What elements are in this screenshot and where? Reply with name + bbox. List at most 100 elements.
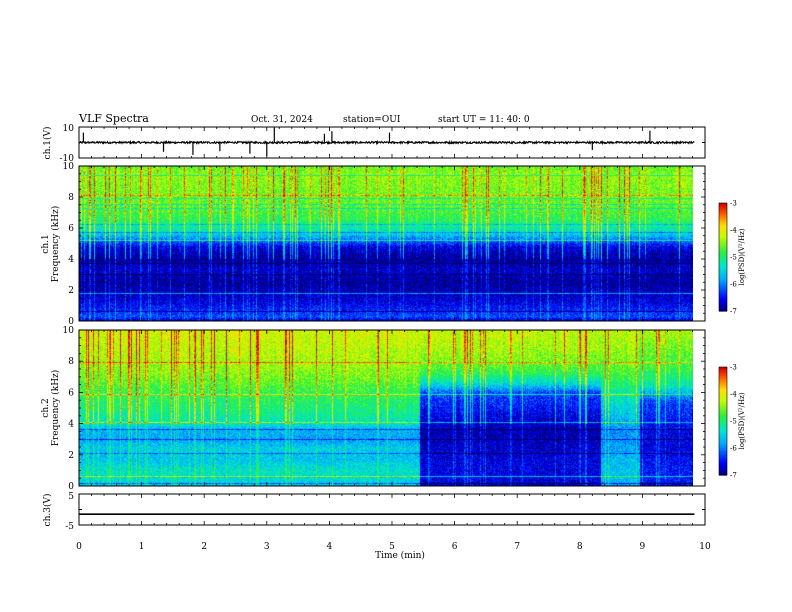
ch2-colorbar-cell [719, 399, 727, 402]
ch1-colorbar-tick: -5 [730, 254, 737, 262]
ch2-colorbar-cell [719, 453, 727, 456]
time-axis-title: Time (min) [375, 550, 425, 561]
ch1-waveform-line [78, 139, 695, 146]
ch3-ytick-bottom: -5 [65, 522, 74, 532]
ch2-frequency-label: Frequency (kHz) [50, 370, 61, 447]
ch2-colorbar-label: log(PSD)(V²/Hz) [738, 392, 746, 449]
ch2-colorbar-cell [719, 440, 727, 444]
ch1-spectrogram-yticks: 0 2 4 6 8 10 [63, 162, 705, 327]
ch1-frequency-label: Frequency (kHz) [50, 206, 61, 283]
ch1-colorbar-cell [719, 287, 727, 290]
ch2-colorbar-cell [719, 430, 727, 433]
ch2-colorbar-cell [719, 404, 727, 408]
ch2-colorbar-frame [718, 366, 728, 476]
ch2-spectrogram-ytick-label: 8 [68, 357, 74, 367]
ch1-colorbar-cell [719, 289, 727, 292]
ch2-colorbar-cell [719, 458, 727, 462]
ch1-spectrogram-ytick-label: 4 [68, 255, 74, 265]
ch1-colorbar-cell [719, 226, 727, 229]
ch1-colorbar-cell [719, 291, 727, 294]
ch2-colorbar-cell [719, 392, 727, 395]
ch1-colorbar-label: log(PSD)(V²/Hz) [738, 228, 746, 285]
ch1-colorbar-cell [719, 303, 727, 307]
ch2-colorbar-tick: -5 [730, 418, 737, 426]
ch2-colorbar-cell [719, 442, 727, 445]
ch1-colorbar-cell [719, 203, 727, 206]
ch1-colorbar-cell [719, 224, 727, 227]
ch2-colorbar-cell [719, 421, 727, 424]
time-tick-label: 2 [201, 542, 207, 552]
ch1-colorbar-cell [719, 285, 727, 289]
ch1-colorbar-cell [719, 276, 727, 280]
ch1-colorbar-cell [719, 305, 727, 308]
ch2-spectrogram-ytick-label: 2 [68, 451, 74, 461]
ch1-waveform-trace [78, 126, 705, 159]
ch2-colorbar-cell [719, 457, 727, 460]
ch1-colorbar-cell [719, 246, 727, 249]
ch2-colorbar-cell [719, 419, 727, 422]
ch2-spectrogram-ytick-label: 0 [68, 482, 74, 492]
station-label: station=OUI [343, 115, 401, 125]
ch2-colorbar-cell [719, 439, 727, 442]
ch1-colorbar-cell [719, 253, 727, 256]
ch2-colorbar-cell [719, 397, 727, 400]
ch1-colorbar-cell [719, 275, 727, 278]
ch2-colorbar-cell [719, 449, 727, 453]
ch1-colorbar-cell [719, 307, 727, 310]
ch2-spectrogram-panel: 0 2 4 6 8 10 ch.2 Frequency (kHz) -3 -4 -5 -6 -7 l… [41, 326, 746, 492]
ch2-colorbar-cell [719, 415, 727, 418]
ch2-colorbar-cell [719, 401, 727, 404]
ch1-colorbar-cell [719, 269, 727, 272]
ch1-colorbar-cell [719, 244, 727, 247]
ch1-colorbar-tick: -3 [730, 200, 737, 208]
start-time-label: start UT = 11: 40: 0 [438, 115, 530, 125]
ch1-spectrogram-ytick-label: 0 [68, 317, 74, 327]
ch1-colorbar-cell [719, 206, 727, 209]
ch2-colorbar-cell [719, 422, 727, 426]
ch1-colorbar-cell [719, 260, 727, 263]
ch1-colorbar-frame [718, 202, 728, 312]
ch1-colorbar-cell [719, 213, 727, 217]
ch2-colorbar-cell [719, 412, 727, 415]
ch2-colorbar-cell [719, 374, 727, 377]
ch2-colorbar-cell [719, 471, 727, 474]
ch2-colorbar-cell [719, 446, 727, 449]
ch1-colorbar-cell [719, 204, 727, 208]
ch2-colorbar-cell [719, 388, 727, 391]
time-tick-label: 0 [76, 542, 82, 552]
ch2-colorbar-cell [719, 377, 727, 381]
ch2-colorbar-cell [719, 372, 727, 375]
ch2-colorbar: -3 -4 -5 -6 -7 log(PSD)(V²/Hz) [718, 364, 746, 480]
ch1-colorbar-cell [719, 239, 727, 242]
ch2-spectrogram-image [79, 330, 693, 486]
ch1-colorbar-cell [719, 293, 727, 296]
time-tick-label: 4 [327, 542, 333, 552]
ch1-colorbar-cell [719, 267, 727, 271]
ch2-colorbar-cell [719, 451, 727, 454]
ch1-colorbar-tick: -6 [730, 281, 737, 289]
ch1-colorbar-cell [719, 212, 727, 215]
ch3-waveform-frame [78, 493, 706, 526]
ch2-colorbar-cell [719, 462, 727, 465]
ch2-colorbar-cell [719, 381, 727, 384]
ch1-colorbar-cell [719, 282, 727, 285]
ch2-colorbar-cell [719, 448, 727, 451]
ch2-colorbar-cell [719, 473, 727, 476]
ch2-colorbar-cell [719, 431, 727, 435]
ch1-ytick-top: 10 [63, 124, 75, 134]
time-tick-label: 3 [264, 542, 270, 552]
ch2-colorbar-cell [719, 403, 727, 406]
ch1-colorbar-tick: -7 [730, 308, 737, 316]
ch2-colorbar-tick: -3 [730, 364, 737, 372]
ch2-colorbar-cell [719, 383, 727, 386]
ch1-colorbar-cell [719, 249, 727, 253]
ch2-spectrogram-ytick-label: 4 [68, 420, 74, 430]
ch3-ytick-top: 5 [68, 492, 74, 502]
ch2-colorbar-cell [719, 424, 727, 427]
ch1-colorbar-cell [719, 271, 727, 274]
ch1-spectrogram-ytick-label: 2 [68, 286, 74, 296]
ch2-colorbar-cell [719, 390, 727, 393]
ch1-colorbar-cell [719, 262, 727, 265]
ch1-spectrogram-ytick-label: 10 [63, 162, 75, 172]
ch2-colorbar-cell [719, 435, 727, 438]
